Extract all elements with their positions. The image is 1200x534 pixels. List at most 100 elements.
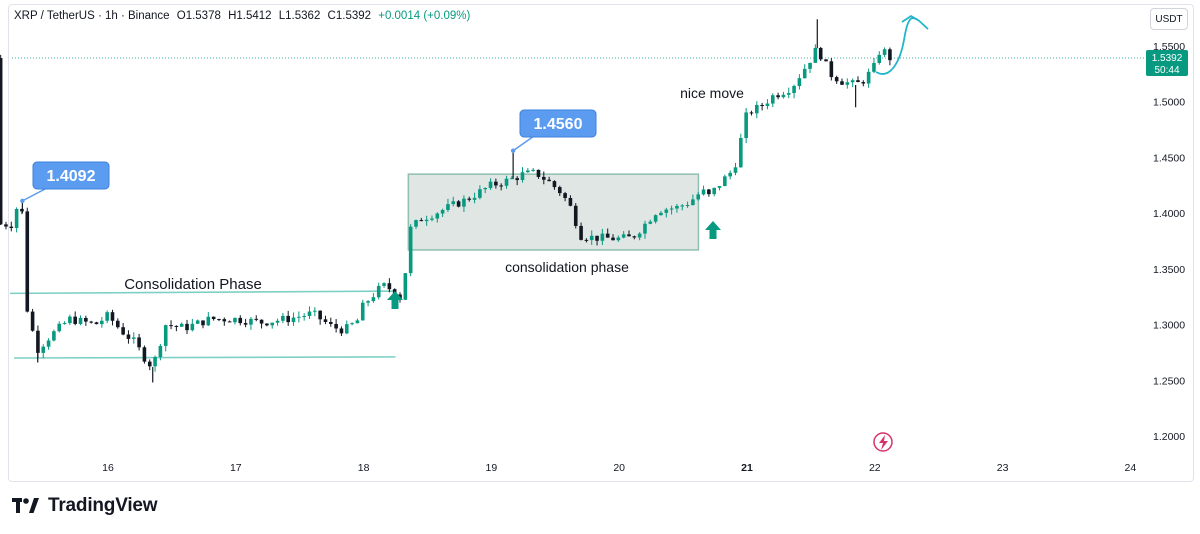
candle: [797, 74, 802, 90]
callout-high-box: [519, 109, 597, 138]
candle-body: [339, 328, 344, 334]
candle: [0, 54, 3, 226]
candle: [84, 315, 88, 326]
candle-body: [653, 215, 658, 222]
candle-body: [387, 283, 392, 290]
candle-body: [4, 224, 8, 227]
candle: [589, 230, 594, 245]
candle-body: [845, 82, 850, 85]
candle-body: [57, 323, 62, 332]
candle: [595, 235, 599, 246]
candle: [861, 80, 866, 87]
candle: [270, 322, 275, 329]
callout-low-box: [32, 161, 110, 190]
candle: [866, 68, 871, 88]
candle-body: [573, 205, 578, 226]
candle: [637, 232, 642, 241]
tradingview-logo-icon: [12, 498, 39, 513]
candle-body: [557, 187, 562, 194]
candle: [536, 169, 541, 179]
candle: [121, 323, 125, 336]
candle-body: [275, 320, 280, 323]
y-tick-label: 1.5500: [1153, 41, 1185, 53]
candle: [265, 323, 269, 327]
candle-body: [856, 80, 860, 83]
consolidation-line-bottom: [13, 356, 396, 359]
candle-body: [25, 211, 30, 312]
candle-body: [78, 317, 83, 324]
candle: [765, 99, 770, 110]
candle: [243, 318, 248, 328]
candle: [701, 185, 706, 196]
candle-body: [808, 62, 812, 69]
candle-body: [781, 94, 786, 98]
candle: [318, 310, 322, 325]
candle: [430, 215, 434, 222]
candle: [872, 58, 876, 74]
candle: [419, 217, 424, 222]
candle-body: [861, 82, 866, 84]
candle: [131, 332, 136, 344]
x-tick-label: 16: [102, 462, 114, 474]
candle: [366, 300, 370, 307]
candle-body: [142, 347, 147, 362]
candle: [462, 195, 466, 212]
candle-body: [707, 189, 711, 195]
candle-body: [30, 311, 35, 331]
candle: [781, 91, 786, 99]
candle-body: [217, 319, 221, 321]
candle: [818, 46, 823, 61]
candle-body: [765, 103, 770, 107]
candle-body: [249, 318, 253, 325]
candle-body: [840, 81, 844, 85]
y-tick-label: 1.2500: [1153, 375, 1185, 387]
candle-body: [536, 169, 541, 177]
candle: [749, 110, 754, 116]
candle: [813, 44, 818, 63]
candle: [504, 175, 509, 189]
candle: [541, 171, 546, 185]
candle: [350, 322, 354, 326]
candle-body: [73, 316, 77, 324]
candle: [600, 228, 605, 245]
candle: [227, 320, 232, 323]
candle: [344, 320, 349, 335]
bolt-ring: [873, 432, 893, 452]
candle-body: [595, 235, 599, 241]
candle-body: [568, 197, 573, 206]
candle: [126, 330, 131, 344]
candle-body: [153, 357, 157, 367]
candle: [73, 311, 77, 326]
open-value: O1.5378: [176, 10, 221, 22]
candle-body: [866, 71, 871, 84]
low-value: L1.5362: [278, 10, 321, 22]
candle-body: [648, 221, 653, 224]
candle-body: [792, 86, 796, 94]
x-tick-label: 18: [358, 462, 370, 474]
candle-body: [824, 59, 828, 62]
brand[interactable]: TradingView: [12, 495, 158, 517]
candle: [515, 176, 519, 186]
candle: [185, 319, 189, 335]
candle-body: [754, 104, 759, 114]
candle: [643, 220, 647, 239]
candle-body: [456, 201, 461, 207]
currency-button[interactable]: USDT: [1150, 8, 1188, 30]
candle-body: [233, 317, 237, 323]
candle: [451, 196, 456, 207]
candle-body: [366, 301, 370, 303]
candle-body: [494, 181, 498, 186]
candle-body: [9, 226, 14, 229]
x-tick-label: 20: [613, 462, 625, 474]
y-tick-label: 1.5000: [1153, 97, 1185, 109]
candle: [174, 325, 179, 332]
candle: [233, 317, 237, 325]
candle-body: [334, 323, 338, 329]
candle: [238, 315, 243, 326]
candle: [840, 78, 844, 85]
symbol-label[interactable]: XRP / TetherUS · 1h · Binance: [14, 10, 170, 22]
candle-body: [350, 323, 354, 325]
candle-body: [504, 178, 509, 186]
candle: [297, 311, 301, 323]
